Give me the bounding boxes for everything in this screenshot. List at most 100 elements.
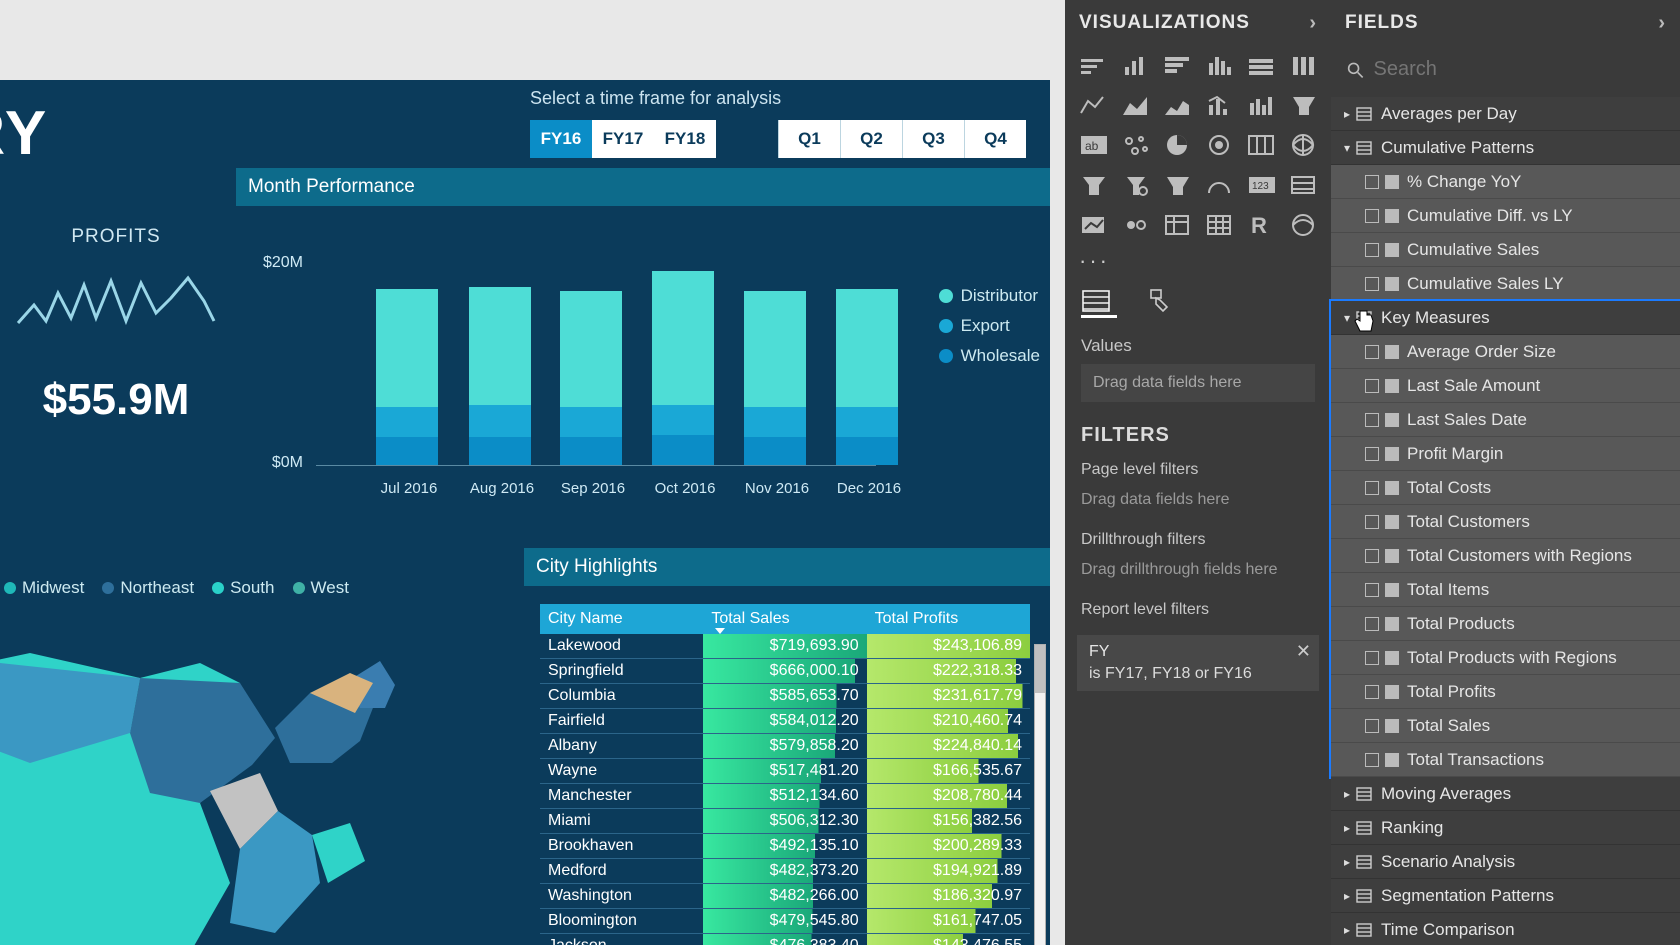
bar-sep-2016[interactable]	[560, 291, 622, 465]
us-map[interactable]	[0, 623, 520, 945]
table-row[interactable]: Springfield$666,000.10$222,318.33	[540, 659, 1030, 684]
values-dropzone[interactable]: Drag data fields here	[1081, 364, 1315, 402]
collapse-viz-icon[interactable]: ›	[1309, 12, 1317, 35]
fy-button-fy16[interactable]: FY16	[530, 120, 592, 158]
table-header[interactable]: Total Profits	[867, 604, 1030, 634]
table-row[interactable]: Manchester$512,134.60$208,780.44	[540, 784, 1030, 809]
viz-type-icon[interactable]	[1159, 90, 1195, 120]
viz-type-icon[interactable]	[1117, 210, 1153, 240]
bar-nov-2016[interactable]	[744, 291, 806, 465]
more-viz-icon[interactable]: ···	[1065, 248, 1331, 274]
legend-item[interactable]: Export	[939, 316, 1040, 336]
fy-button-fy18[interactable]: FY18	[654, 120, 716, 158]
field-item[interactable]: Average Order Size	[1331, 335, 1680, 369]
viz-type-icon[interactable]	[1117, 50, 1153, 80]
table-row[interactable]: Miami$506,312.30$156,382.56	[540, 809, 1030, 834]
viz-type-icon[interactable]	[1201, 50, 1237, 80]
viz-type-icon[interactable]	[1201, 170, 1237, 200]
field-item[interactable]: Cumulative Sales	[1331, 233, 1680, 267]
fy-slicer[interactable]: FY16FY17FY18	[530, 120, 716, 158]
field-item[interactable]: Total Costs	[1331, 471, 1680, 505]
field-table-key-measures[interactable]: ▾Key Measures	[1331, 301, 1680, 335]
legend-item[interactable]: Distributor	[939, 286, 1040, 306]
viz-type-icon[interactable]	[1285, 50, 1321, 80]
legend-item[interactable]: Wholesale	[939, 346, 1040, 366]
field-table-cumulative-patterns[interactable]: ▾Cumulative Patterns	[1331, 131, 1680, 165]
field-table-moving-averages[interactable]: ▸Moving Averages	[1331, 777, 1680, 811]
quarter-button-q2[interactable]: Q2	[840, 120, 902, 158]
viz-type-icon[interactable]	[1201, 90, 1237, 120]
field-item[interactable]: Total Products	[1331, 607, 1680, 641]
map-legend-item[interactable]: Midwest	[4, 578, 84, 598]
bar-jul-2016[interactable]	[376, 289, 438, 465]
filter-dropzone[interactable]: Drag drillthrough fields here	[1081, 557, 1315, 589]
quarter-slicer[interactable]: Q1Q2Q3Q4	[778, 120, 1026, 158]
filter-dropzone[interactable]: Drag data fields here	[1081, 487, 1315, 519]
viz-type-icon[interactable]	[1285, 130, 1321, 160]
table-scrollbar[interactable]	[1034, 644, 1046, 945]
bar-dec-2016[interactable]	[836, 289, 898, 465]
viz-type-icon[interactable]	[1201, 210, 1237, 240]
viz-type-icon[interactable]	[1159, 170, 1195, 200]
viz-type-icon[interactable]	[1117, 170, 1153, 200]
fields-search[interactable]	[1343, 52, 1668, 87]
field-item[interactable]: Total Sales	[1331, 709, 1680, 743]
field-item[interactable]: % Change YoY	[1331, 165, 1680, 199]
field-table-time-comparison[interactable]: ▸Time Comparison	[1331, 913, 1680, 945]
viz-type-icon[interactable]: R	[1243, 210, 1279, 240]
map-legend-item[interactable]: South	[212, 578, 274, 598]
field-item[interactable]: Total Items	[1331, 573, 1680, 607]
table-row[interactable]: Wayne$517,481.20$166,535.67	[540, 759, 1030, 784]
map-legend-item[interactable]: West	[293, 578, 349, 598]
fields-tab-icon[interactable]	[1081, 288, 1117, 318]
table-row[interactable]: Brookhaven$492,135.10$200,289.33	[540, 834, 1030, 859]
applied-filter-fy[interactable]: ✕ FY is FY17, FY18 or FY16	[1077, 635, 1319, 691]
viz-type-icon[interactable]	[1075, 210, 1111, 240]
viz-type-icon[interactable]	[1117, 90, 1153, 120]
table-row[interactable]: Washington$482,266.00$186,320.97	[540, 884, 1030, 909]
viz-type-icon[interactable]	[1285, 170, 1321, 200]
format-tab-icon[interactable]	[1145, 288, 1181, 318]
table-row[interactable]: Lakewood$719,693.90$243,106.89	[540, 634, 1030, 659]
table-row[interactable]: Medford$482,373.20$194,921.89	[540, 859, 1030, 884]
table-row[interactable]: Bloomington$479,545.80$161,747.05	[540, 909, 1030, 934]
fy-button-fy17[interactable]: FY17	[592, 120, 654, 158]
viz-type-icon[interactable]	[1075, 50, 1111, 80]
viz-type-icon[interactable]	[1159, 130, 1195, 160]
field-table-segmentation-patterns[interactable]: ▸Segmentation Patterns	[1331, 879, 1680, 913]
bar-oct-2016[interactable]	[652, 271, 714, 465]
table-row[interactable]: Fairfield$584,012.20$210,460.74	[540, 709, 1030, 734]
viz-type-icon[interactable]	[1075, 170, 1111, 200]
quarter-button-q1[interactable]: Q1	[778, 120, 840, 158]
table-header[interactable]: City Name	[540, 604, 703, 634]
quarter-button-q4[interactable]: Q4	[964, 120, 1026, 158]
viz-type-icon[interactable]: ab	[1075, 130, 1111, 160]
viz-type-icon[interactable]	[1117, 130, 1153, 160]
field-item[interactable]: Last Sales Date	[1331, 403, 1680, 437]
viz-type-icon[interactable]	[1159, 210, 1195, 240]
field-item[interactable]: Cumulative Sales LY	[1331, 267, 1680, 301]
field-item[interactable]: Total Transactions	[1331, 743, 1680, 777]
field-table-averages-per-day[interactable]: ▸Averages per Day	[1331, 97, 1680, 131]
city-table[interactable]: City NameTotal SalesTotal ProfitsLakewoo…	[540, 604, 1030, 945]
field-item[interactable]: Last Sale Amount	[1331, 369, 1680, 403]
field-item[interactable]: Cumulative Diff. vs LY	[1331, 199, 1680, 233]
field-item[interactable]: Total Customers with Regions	[1331, 539, 1680, 573]
viz-type-icon[interactable]	[1243, 130, 1279, 160]
bar-aug-2016[interactable]	[469, 287, 531, 465]
quarter-button-q3[interactable]: Q3	[902, 120, 964, 158]
viz-type-icon[interactable]	[1075, 90, 1111, 120]
viz-type-icon[interactable]	[1285, 210, 1321, 240]
viz-type-icon[interactable]	[1243, 50, 1279, 80]
table-header[interactable]: Total Sales	[703, 604, 866, 634]
field-item[interactable]: Total Customers	[1331, 505, 1680, 539]
table-row[interactable]: Albany$579,858.20$224,840.14	[540, 734, 1030, 759]
viz-type-icon[interactable]	[1285, 90, 1321, 120]
search-input[interactable]	[1374, 58, 1665, 81]
field-item[interactable]: Total Profits	[1331, 675, 1680, 709]
month-chart-plot[interactable]	[316, 236, 876, 466]
table-row[interactable]: Jackson$476,383.40$143,476.55	[540, 934, 1030, 945]
viz-type-icon[interactable]	[1243, 90, 1279, 120]
viz-type-icon[interactable]	[1201, 130, 1237, 160]
field-table-scenario-analysis[interactable]: ▸Scenario Analysis	[1331, 845, 1680, 879]
